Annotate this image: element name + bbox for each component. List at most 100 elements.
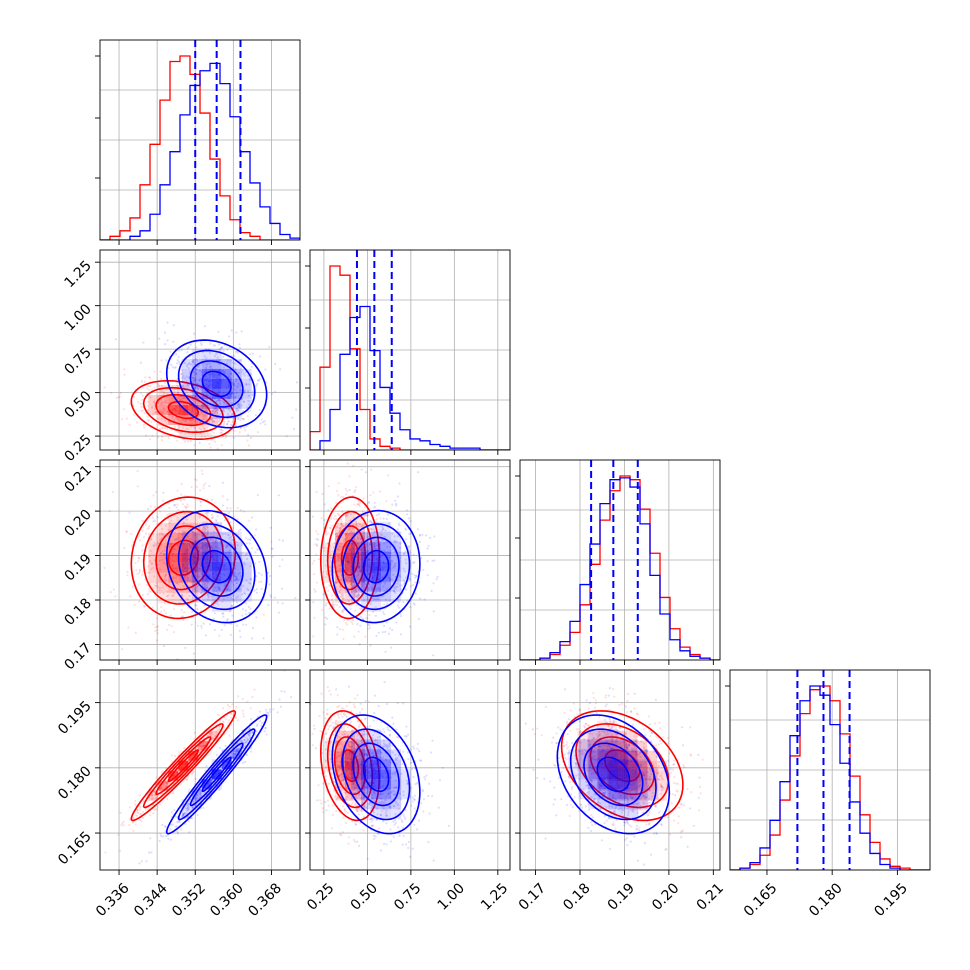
contour-line (130, 380, 237, 440)
contour-line (142, 723, 224, 809)
panel-frame (309, 459, 511, 661)
contour-line (362, 549, 390, 584)
red-density (325, 512, 375, 603)
contour-line (177, 523, 256, 611)
contour-line (130, 710, 237, 822)
y-tick-label: 1.00 (61, 301, 94, 334)
contour-line (130, 496, 237, 620)
contour-line (201, 549, 232, 584)
x-tick-label: 1.25 (478, 880, 511, 913)
panel-frame (519, 459, 721, 661)
blue-histogram (730, 685, 930, 870)
red-histogram (520, 475, 720, 660)
contour-line (352, 742, 400, 807)
hist-panel-3 (725, 669, 931, 875)
contour-line (326, 510, 374, 605)
red-histogram (100, 55, 300, 240)
panel-frame (99, 669, 301, 871)
panel-3-0 (95, 669, 301, 875)
panel-frame (309, 249, 511, 451)
contour-line (189, 360, 244, 408)
panel-frame (99, 249, 301, 451)
blue-histogram (310, 305, 510, 450)
y-tick-label: 0.180 (55, 763, 95, 803)
y-tick-label: 0.19 (61, 551, 94, 584)
x-tick-label: 0.195 (871, 880, 911, 920)
contour-line (331, 714, 421, 835)
x-tick-label: 0.344 (131, 880, 171, 920)
x-tick-label: 0.360 (207, 880, 247, 920)
red-density (148, 385, 219, 435)
hist-panel-2 (515, 459, 721, 665)
contour-line (333, 736, 367, 796)
y-tick-label: 0.50 (61, 388, 94, 421)
panel-frame (309, 669, 511, 871)
contour-line (189, 742, 244, 807)
x-tick-label: 0.75 (391, 880, 424, 913)
x-tick-label: 0.18 (560, 880, 593, 913)
contour-line (556, 714, 671, 835)
contour-line (165, 509, 268, 624)
x-tick-label: 0.180 (806, 880, 846, 920)
contour-line (341, 523, 411, 611)
contour-line (319, 710, 381, 822)
red-histogram (310, 265, 510, 450)
panel-frame (99, 459, 301, 661)
blue-histogram (100, 62, 300, 240)
contour-line (155, 393, 212, 427)
panel-1-0 (95, 249, 301, 455)
contour-line (189, 536, 244, 597)
x-tick-label: 0.368 (245, 880, 285, 920)
panel-3-2 (515, 669, 721, 875)
contour-line (362, 756, 390, 793)
x-tick-label: 0.336 (93, 880, 133, 920)
contour-line (142, 510, 224, 605)
contour-line (165, 339, 268, 429)
contour-line (177, 728, 256, 821)
blue-density (181, 521, 252, 612)
x-tick-label: 0.25 (304, 880, 337, 913)
panel-2-1 (305, 459, 511, 665)
contour-line (596, 756, 631, 793)
contour-line (155, 525, 212, 591)
x-tick-label: 1.00 (435, 880, 468, 913)
contour-line (560, 710, 684, 822)
y-tick-label: 0.195 (55, 698, 95, 738)
x-tick-label: 0.20 (649, 880, 682, 913)
x-tick-label: 0.165 (741, 880, 781, 920)
y-tick-label: 0.21 (61, 462, 94, 495)
contour-line (319, 496, 381, 620)
y-tick-label: 0.18 (61, 596, 94, 629)
blue-histogram (520, 477, 720, 660)
panel-3-1 (305, 669, 511, 875)
contour-line (583, 742, 644, 807)
panel-2-0 (95, 459, 301, 665)
y-tick-label: 0.20 (61, 507, 94, 540)
x-tick-label: 0.19 (605, 880, 638, 913)
contour-line (165, 714, 268, 835)
contour-line (340, 539, 360, 576)
blue-density (181, 348, 252, 419)
x-tick-label: 0.17 (516, 880, 549, 913)
y-tick-label: 0.25 (61, 432, 94, 465)
panel-frame (729, 669, 931, 871)
contour-line (352, 536, 400, 597)
contour-line (201, 756, 232, 793)
contour-line (155, 736, 212, 796)
panel-frame (99, 39, 301, 241)
contour-line (201, 370, 232, 398)
contour-line (167, 539, 200, 576)
x-tick-label: 0.50 (348, 880, 381, 913)
contour-line (331, 509, 421, 624)
x-tick-label: 0.21 (694, 880, 727, 913)
contour-line (142, 387, 224, 433)
y-tick-label: 1.25 (61, 258, 94, 291)
blue-density (341, 729, 412, 820)
y-tick-label: 0.75 (61, 345, 94, 378)
contour-line (167, 400, 200, 420)
contour-line (167, 749, 200, 783)
contour-line (341, 728, 411, 821)
x-tick-label: 0.352 (169, 880, 209, 920)
hist-panel-1 (305, 249, 511, 455)
